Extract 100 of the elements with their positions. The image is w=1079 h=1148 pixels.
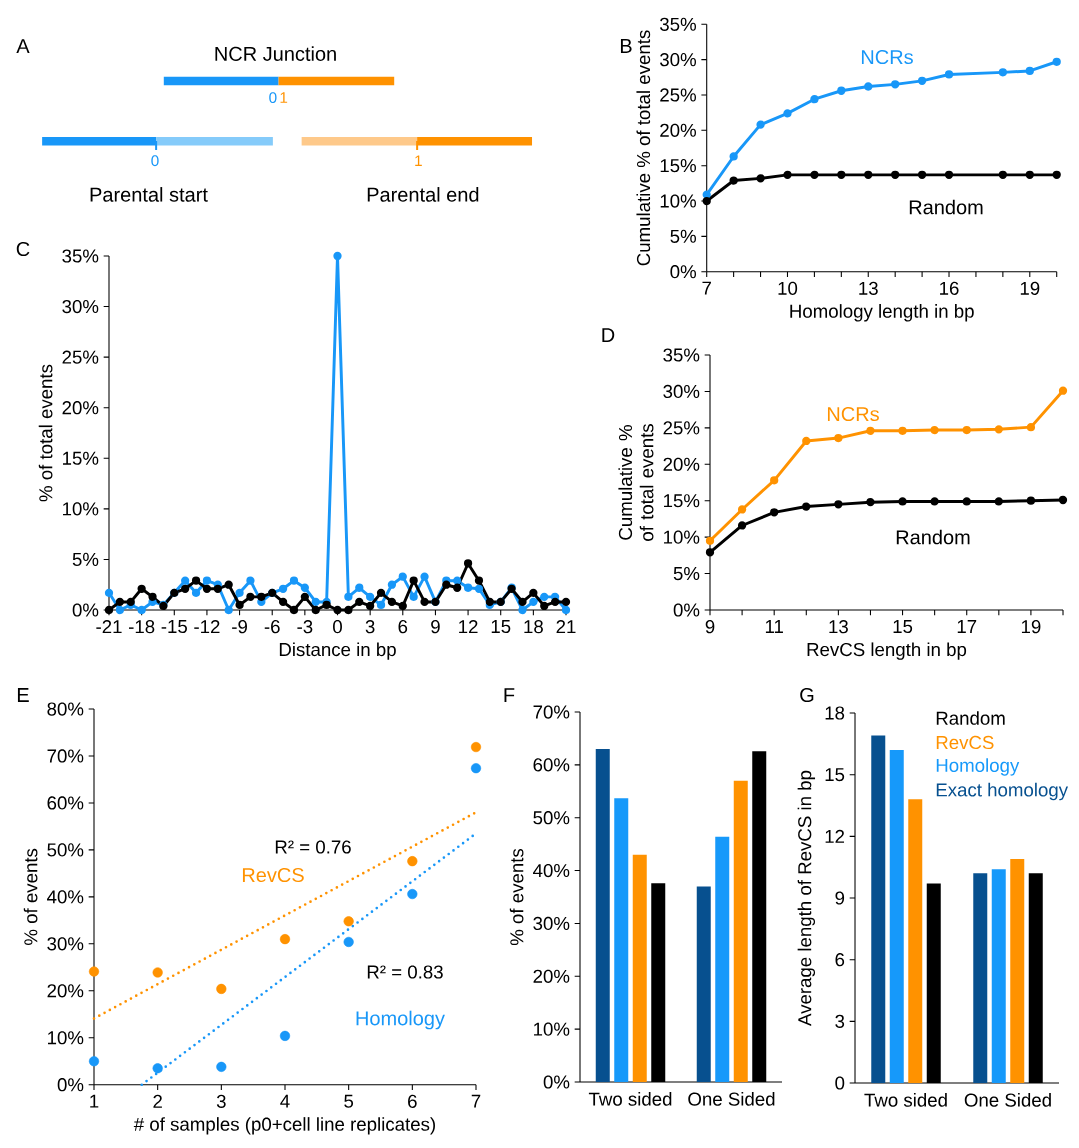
x-tick-label: -6 <box>264 620 280 634</box>
y-axis-title: Average length of RevCS in bp <box>797 770 816 1026</box>
y-tick-label: 0% <box>673 603 700 617</box>
x-tick-label: 3 <box>365 620 375 634</box>
x-tick-label: 15 <box>491 620 511 634</box>
y-tick-label: 18 <box>825 706 845 720</box>
y-tick-label: 30% <box>533 916 570 931</box>
y-axis-title: % of total events <box>38 364 53 502</box>
text: C <box>16 241 30 257</box>
series-label: Random <box>896 529 970 545</box>
text: Homology <box>356 1010 445 1030</box>
text: RevCS <box>936 735 994 750</box>
x-axis-title: Distance in bp <box>279 642 396 660</box>
y-tick-label: 40% <box>533 863 570 878</box>
x-axis-title: RevCS length in bp <box>807 642 967 660</box>
x-tick-label: 6 <box>408 1094 417 1108</box>
y-tick-label: 80% <box>47 702 84 716</box>
text: Parental start <box>90 187 208 202</box>
x-tick-label: 19 <box>1020 281 1040 295</box>
x-tick-label: 13 <box>829 620 848 634</box>
y-tick-label: 30% <box>47 937 84 951</box>
y-tick-label: 12 <box>825 829 845 843</box>
x-tick-label: 16 <box>940 281 959 295</box>
y-tick-label: 20% <box>62 401 99 415</box>
y-tick-label: 5% <box>72 552 99 567</box>
annotation: R² = 0.76 <box>275 840 351 854</box>
y-tick-label: 15% <box>664 494 700 508</box>
y-tick-label: 10% <box>664 530 700 544</box>
x-axis-title: # of samples (p0+cell line replicates) <box>133 1117 435 1135</box>
y-tick-label: 5% <box>673 567 700 581</box>
x-tick-label: 0 <box>333 620 342 634</box>
y-tick-label: 25% <box>663 421 700 435</box>
y-tick-label: 10% <box>660 194 696 208</box>
y-tick-label: 20% <box>533 969 570 983</box>
y-tick-label: 30% <box>663 384 700 399</box>
y-tick-label: 9 <box>835 891 845 905</box>
y-axis-title: % of events <box>23 848 38 945</box>
text: 1 <box>280 92 288 103</box>
y-tick-label: 30% <box>62 299 99 314</box>
x-tick-label: Two sided <box>864 1093 947 1107</box>
x-tick-label: 17 <box>957 620 977 633</box>
y-tick-label: 20% <box>663 457 700 471</box>
text: Parental end <box>367 187 479 202</box>
series-label: NCRs <box>827 406 879 422</box>
y-tick-label: 60% <box>47 796 84 810</box>
x-tick-label: 1 <box>90 1094 99 1108</box>
y-axis-title: Cumulative % of total events <box>618 424 654 541</box>
x-tick-label: Two sided <box>588 1092 672 1106</box>
series-label: Homology <box>936 758 1020 776</box>
x-tick-label: -3 <box>297 620 313 634</box>
y-tick-label: 70% <box>533 705 570 719</box>
y-tick-label: 50% <box>533 811 570 825</box>
x-tick-label: One Sided <box>964 1093 1051 1107</box>
y-tick-label: 10% <box>63 502 99 516</box>
x-tick-label: 9 <box>705 620 715 634</box>
x-tick-label: 5 <box>344 1094 354 1108</box>
text: D <box>602 328 615 342</box>
x-tick-label: 3 <box>216 1094 226 1108</box>
text: B <box>620 39 632 53</box>
x-tick-label: -12 <box>194 620 220 634</box>
text: Random <box>936 711 1005 725</box>
y-tick-label: 15 <box>825 768 845 782</box>
x-tick-label: 15 <box>893 620 913 634</box>
y-tick-label: 5% <box>670 229 696 243</box>
x-axis-title: Homology length in bp <box>790 304 974 322</box>
y-tick-label: 0% <box>543 1075 570 1089</box>
y-tick-label: 35% <box>62 249 99 263</box>
text: NCR Junction <box>215 46 336 61</box>
x-tick-label: 2 <box>153 1094 162 1108</box>
y-tick-label: 15% <box>660 159 696 173</box>
y-tick-label: 20% <box>660 123 696 137</box>
x-tick-label: One Sided <box>688 1092 775 1106</box>
x-tick-label: -21 <box>96 620 122 634</box>
x-tick-label: -18 <box>128 620 155 634</box>
y-tick-label: 25% <box>660 88 696 102</box>
y-tick-label: 30% <box>660 53 696 67</box>
y-tick-label: 0% <box>72 603 99 617</box>
text: Exact homology <box>936 782 1069 801</box>
text: A <box>16 39 30 53</box>
y-tick-label: 60% <box>533 758 570 772</box>
y-tick-label: 6 <box>835 953 845 967</box>
y-tick-label: 20% <box>47 984 84 998</box>
x-tick-label: 18 <box>524 620 543 634</box>
text: RevCS <box>242 867 304 883</box>
x-tick-label: 10 <box>778 281 798 295</box>
y-tick-label: 0 <box>835 1076 845 1090</box>
text: 0 <box>151 155 159 167</box>
x-tick-label: 21 <box>556 620 576 634</box>
y-tick-label: 50% <box>47 843 84 857</box>
x-tick-label: 7 <box>471 1094 481 1108</box>
y-axis-title: % of events <box>509 848 524 946</box>
x-tick-label: 12 <box>459 620 478 634</box>
text: 0 <box>269 92 277 104</box>
y-tick-label: 10% <box>534 1022 570 1036</box>
x-tick-label: 11 <box>765 620 783 633</box>
series-label: NCRs <box>861 49 913 65</box>
y-tick-label: 10% <box>48 1031 84 1045</box>
x-tick-label: 13 <box>859 281 878 295</box>
series-label: Random <box>909 199 983 215</box>
text: G <box>800 687 814 703</box>
